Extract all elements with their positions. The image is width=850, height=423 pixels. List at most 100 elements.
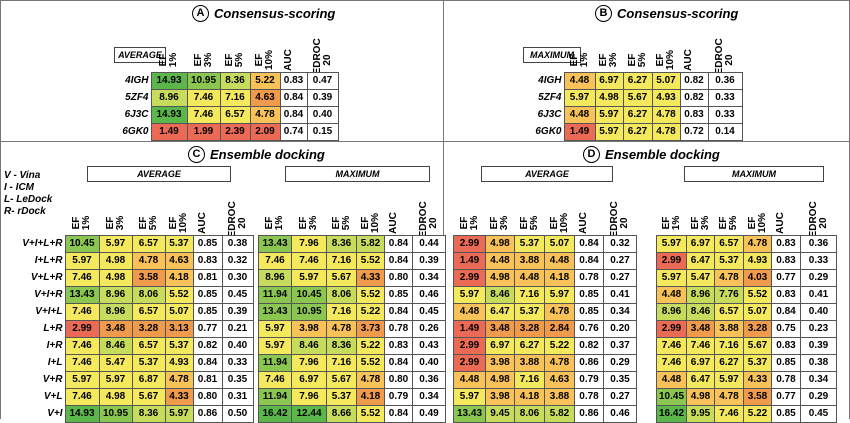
panel-d-letter: D [583, 145, 600, 163]
value-cell: 4.78 [714, 387, 744, 406]
value-cell: 2.99 [453, 268, 486, 287]
value-cell: 7.16 [714, 336, 744, 355]
column-header-label: BEDROC 20 [418, 200, 439, 235]
value-cell: 0.86 [192, 404, 223, 423]
column-header-label: EF 3% [192, 52, 214, 67]
value-cell: 0.29 [800, 268, 837, 287]
value-cell: 3.98 [485, 387, 515, 406]
column-header: EF 1% [65, 183, 99, 235]
table-row: 7.46 6.97 5.67 4.78 0.80 0.36 [258, 370, 446, 389]
value-cell: 0.31 [221, 387, 254, 406]
table-row: 16.42 12.44 8.66 5.52 0.84 0.49 [258, 404, 446, 423]
table-row: 8.96 5.97 5.67 4.33 0.80 0.34 [258, 268, 446, 287]
table-row: I+L 7.46 5.47 5.37 4.93 0.84 0.33 [2, 353, 254, 372]
table-row: 2.99 4.98 5.37 5.07 0.84 0.32 [453, 234, 637, 253]
value-cell: 2.09 [249, 122, 281, 141]
panel-divider-vertical [443, 0, 444, 419]
column-header: EF 10% [357, 183, 385, 235]
column-header: EF 3% [292, 183, 327, 235]
panel-d-average-table: EF 1% EF 3% EF 5% EF 10% AUC BEDROC 20 2.99 4.9… [453, 183, 637, 423]
value-cell: 10.45 [64, 234, 100, 253]
value-cell: 4.78 [714, 268, 744, 287]
panel-b-title: B Consensus-scoring [595, 2, 738, 24]
column-header-label: EF 10% [746, 212, 768, 233]
value-cell: 5.97 [64, 251, 100, 270]
table-row: 2.99 3.48 3.88 3.28 0.75 0.23 [656, 319, 837, 338]
row-label: 6J3C [124, 109, 149, 120]
value-cell: 4.48 [485, 251, 515, 270]
value-cell: 0.15 [306, 122, 339, 141]
column-header-label: BEDROC 20 [609, 200, 630, 235]
value-cell: 5.67 [743, 336, 772, 355]
value-cell: 0.84 [384, 353, 413, 372]
value-cell: 7.46 [656, 353, 687, 372]
value-cell: 3.88 [544, 387, 575, 406]
value-cell: 5.52 [356, 251, 385, 270]
value-cell: 0.33 [707, 105, 743, 124]
value-cell: 0.82 [679, 71, 709, 90]
table-row: 6GK0 1.49 1.99 2.39 2.09 0.74 0.15 [113, 122, 339, 141]
panel-c-right-stat-label: MAXIMUM [285, 166, 430, 182]
column-header: EF 1% [657, 183, 687, 235]
value-cell: 6.97 [594, 71, 624, 90]
column-header-label: EF 5% [518, 215, 540, 230]
value-cell: 2.84 [544, 319, 575, 338]
value-cell: 5.22 [249, 71, 281, 90]
column-header-label: EF 3% [298, 215, 319, 230]
value-cell: 5.97 [594, 105, 624, 124]
value-cell: 2.99 [453, 234, 486, 253]
value-cell: 4.78 [544, 302, 575, 321]
row-label: V+R [42, 374, 63, 385]
value-cell: 5.67 [326, 370, 357, 389]
table-row: I+L+R 5.97 4.98 4.78 4.63 0.83 0.32 [2, 251, 254, 270]
value-cell: 4.63 [544, 370, 575, 389]
value-cell: 0.78 [771, 370, 801, 389]
value-cell: 0.33 [707, 88, 743, 107]
value-cell: 6.97 [485, 336, 515, 355]
value-cell: 8.96 [656, 302, 687, 321]
table-row: 6J3C 4.48 5.97 6.27 4.78 0.83 0.33 [520, 105, 743, 124]
table-row: 13.43 7.96 8.36 5.82 0.84 0.44 [258, 234, 446, 253]
value-cell: 5.97 [64, 370, 100, 389]
value-cell: 7.46 [186, 105, 221, 124]
value-cell: 5.37 [714, 251, 744, 270]
panel-a-title: A Consensus-scoring [192, 2, 335, 24]
panel-d-maximum-table: EF 1% EF 3% EF 5% EF 10% AUC BEDROC 20 5.97 6.9… [656, 183, 837, 423]
value-cell: 0.32 [221, 251, 254, 270]
column-header-label: EF 3% [104, 215, 126, 230]
value-cell: 6.97 [291, 370, 327, 389]
column-header: EF 3% [595, 20, 623, 72]
row-label: I+R [46, 340, 63, 351]
table-row: V+R 5.97 5.97 6.87 4.78 0.81 0.35 [2, 370, 254, 389]
value-cell: 0.34 [412, 268, 446, 287]
value-cell: 0.83 [771, 234, 801, 253]
column-header: EF 1% [564, 20, 595, 72]
value-cell: 8.46 [98, 336, 133, 355]
table-row: 16.42 9.95 7.46 5.22 0.85 0.45 [656, 404, 837, 423]
value-cell: 0.80 [384, 370, 413, 389]
value-cell: 0.83 [384, 336, 413, 355]
value-cell: 4.48 [544, 251, 575, 270]
column-header: AUC [680, 20, 708, 72]
column-header: BEDROC 20 [307, 20, 338, 72]
value-cell: 8.06 [131, 285, 166, 304]
value-cell: 4.48 [514, 268, 545, 287]
value-cell: 4.78 [544, 353, 575, 372]
row-label: 4IGH [538, 75, 562, 86]
value-cell: 7.16 [219, 88, 251, 107]
column-header-label: AUC [683, 48, 694, 71]
column-header-label: AUC [387, 211, 399, 234]
value-cell: 0.74 [279, 122, 308, 141]
value-cell: 8.06 [326, 285, 357, 304]
value-cell: 4.63 [164, 251, 194, 270]
value-cell: 7.46 [64, 336, 100, 355]
value-cell: 0.82 [574, 336, 604, 355]
value-cell: 0.34 [412, 387, 446, 406]
value-cell: 0.44 [412, 234, 446, 253]
value-cell: 0.14 [707, 122, 743, 141]
value-cell: 3.13 [164, 319, 194, 338]
value-cell: 8.96 [686, 285, 715, 304]
value-cell: 0.80 [192, 387, 223, 406]
column-header-label: EF 10% [655, 49, 676, 70]
value-cell: 4.78 [651, 105, 681, 124]
